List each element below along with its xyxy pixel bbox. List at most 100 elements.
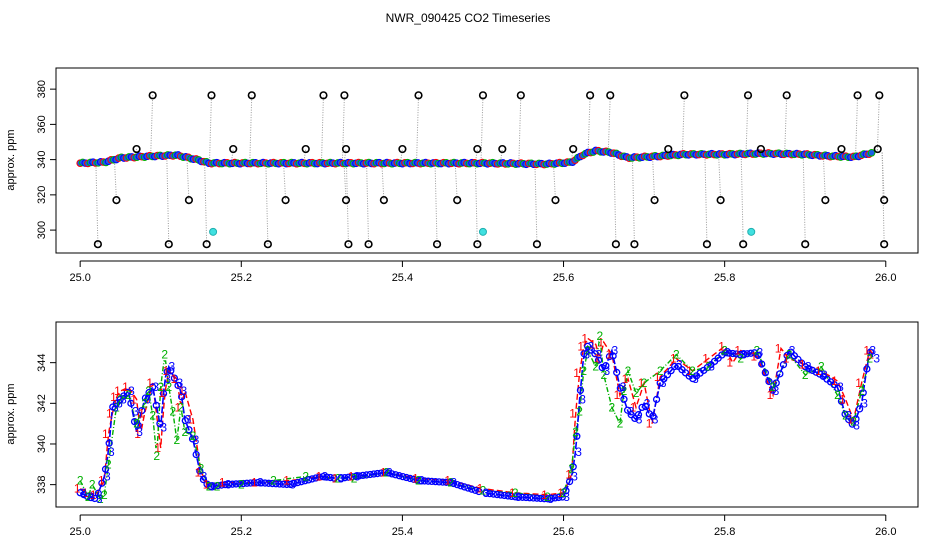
series-1-point-label: 1	[581, 331, 588, 345]
series-3-marker	[384, 469, 392, 477]
series-2-point-label: 2	[737, 352, 744, 366]
outlier-spike-line	[652, 156, 656, 201]
series-3-point-label: 3	[164, 372, 171, 386]
top-plot-marks	[76, 91, 889, 249]
series-3-marker	[587, 346, 595, 354]
outlier-high-point	[680, 91, 689, 100]
series-3-point-label: 3	[612, 343, 619, 357]
outlier-low-point	[263, 240, 272, 249]
outlier-spike-line	[186, 157, 190, 201]
outlier-point	[341, 144, 351, 154]
series-3-marker	[558, 493, 566, 501]
series-1-point-label: 1	[179, 384, 186, 398]
series-2-point-label: 2	[157, 380, 164, 394]
series-3-marker	[609, 352, 617, 360]
series-1-point-label: 1	[74, 482, 81, 496]
series-3-marker	[526, 494, 534, 502]
series-2-point-label: 2	[705, 360, 712, 374]
series-2-point-label: 2	[721, 343, 728, 357]
series-3-marker	[225, 480, 233, 489]
series-3-marker	[232, 480, 240, 488]
outlier-high-point	[606, 91, 615, 100]
series-3-marker	[91, 494, 99, 503]
series-3-point-label: 3	[201, 470, 208, 484]
series-1-point-label: 1	[134, 427, 141, 441]
series-3-marker	[852, 415, 860, 423]
series-3-point-label: 3	[104, 470, 111, 484]
series-1-point-label: 1	[122, 380, 129, 394]
series-1-point-label: 1	[783, 352, 790, 366]
series-1-point-label: 1	[175, 400, 182, 414]
series-2-point-label: 2	[178, 400, 185, 414]
series-3-marker	[812, 368, 820, 376]
top-ytick-label: 320	[36, 186, 48, 204]
series-3-marker	[257, 479, 266, 487]
series-2-point-label: 2	[866, 352, 873, 366]
series-3-marker	[656, 379, 664, 387]
series-3-point-label: 3	[563, 490, 570, 504]
series-2-point-label: 2	[169, 404, 176, 418]
series-3-point-label: 3	[322, 470, 329, 484]
series-3-marker	[141, 394, 150, 402]
series-3-marker	[540, 495, 548, 503]
outlier-spike-line	[704, 154, 708, 245]
bottom-plot-frame	[55, 321, 919, 508]
series-3-marker	[279, 480, 287, 488]
series-3-point-label: 3	[176, 376, 183, 390]
top-ytick-label: 300	[36, 221, 48, 239]
series-1-point-label: 1	[734, 343, 741, 357]
series-3-point-label: 3	[338, 472, 345, 486]
series-1-point-label: 1	[509, 486, 516, 500]
series-3-marker	[207, 482, 215, 491]
series-2-point-label: 2	[802, 368, 809, 382]
series-3-marker	[808, 366, 817, 375]
top-ytick-label: 340	[36, 150, 48, 168]
series-3-marker	[743, 350, 751, 358]
outlier-spike-line	[570, 148, 574, 162]
outlier-spike-line	[343, 163, 347, 201]
outlier-high-point	[853, 91, 862, 100]
series-3-point-label: 3	[692, 372, 699, 386]
series-2-point-label: 2	[77, 474, 84, 488]
series-3-marker	[337, 474, 345, 482]
outlier-low-point	[611, 240, 620, 249]
series-2-point-label: 2	[182, 425, 189, 439]
outlier-low-point	[344, 240, 353, 249]
series-3-marker	[866, 348, 875, 356]
outlier-point	[379, 196, 388, 205]
outlier-spike-line	[166, 155, 170, 245]
series-3-marker	[159, 389, 168, 398]
series-3-marker	[268, 479, 276, 488]
series-3-marker	[181, 416, 189, 425]
series-2-point-label: 2	[97, 492, 104, 506]
series-3-marker	[130, 417, 139, 426]
top-panel: approx. ppm 300 320 340 360 380 25.0 25.2 25.4…	[5, 67, 919, 284]
series-3-marker	[536, 494, 545, 503]
series-3-point-label: 3	[128, 384, 135, 398]
series-1-point-label: 1	[799, 358, 806, 372]
series-1-point-label: 1	[477, 482, 484, 496]
series-3-marker	[315, 473, 324, 481]
series-3-marker	[841, 410, 849, 418]
series-3-marker	[801, 363, 809, 371]
outlier-spike-line	[381, 163, 385, 201]
series-3-marker	[486, 489, 494, 498]
series-1-point-label: 1	[203, 478, 210, 492]
series-3-point-label: 3	[193, 433, 200, 447]
series-1-point-label: 1	[767, 388, 774, 402]
series-3-point-label: 3	[108, 445, 115, 459]
series-1-point-label: 1	[114, 384, 121, 398]
outlier-point	[453, 196, 462, 205]
series-3-marker	[620, 395, 628, 403]
series-3-marker	[569, 463, 577, 471]
series-2-point-label: 2	[415, 474, 422, 488]
series-3-marker	[174, 381, 182, 390]
series-3-marker	[468, 485, 476, 493]
series-3-marker	[370, 470, 378, 478]
series-2-point-label: 2	[270, 474, 277, 488]
series-1-point-label: 1	[646, 417, 653, 431]
series-3-point-label: 3	[257, 476, 264, 490]
series-3-point-label: 3	[209, 480, 216, 494]
series-3-point-label: 3	[636, 413, 643, 427]
series-3-marker	[797, 359, 806, 367]
